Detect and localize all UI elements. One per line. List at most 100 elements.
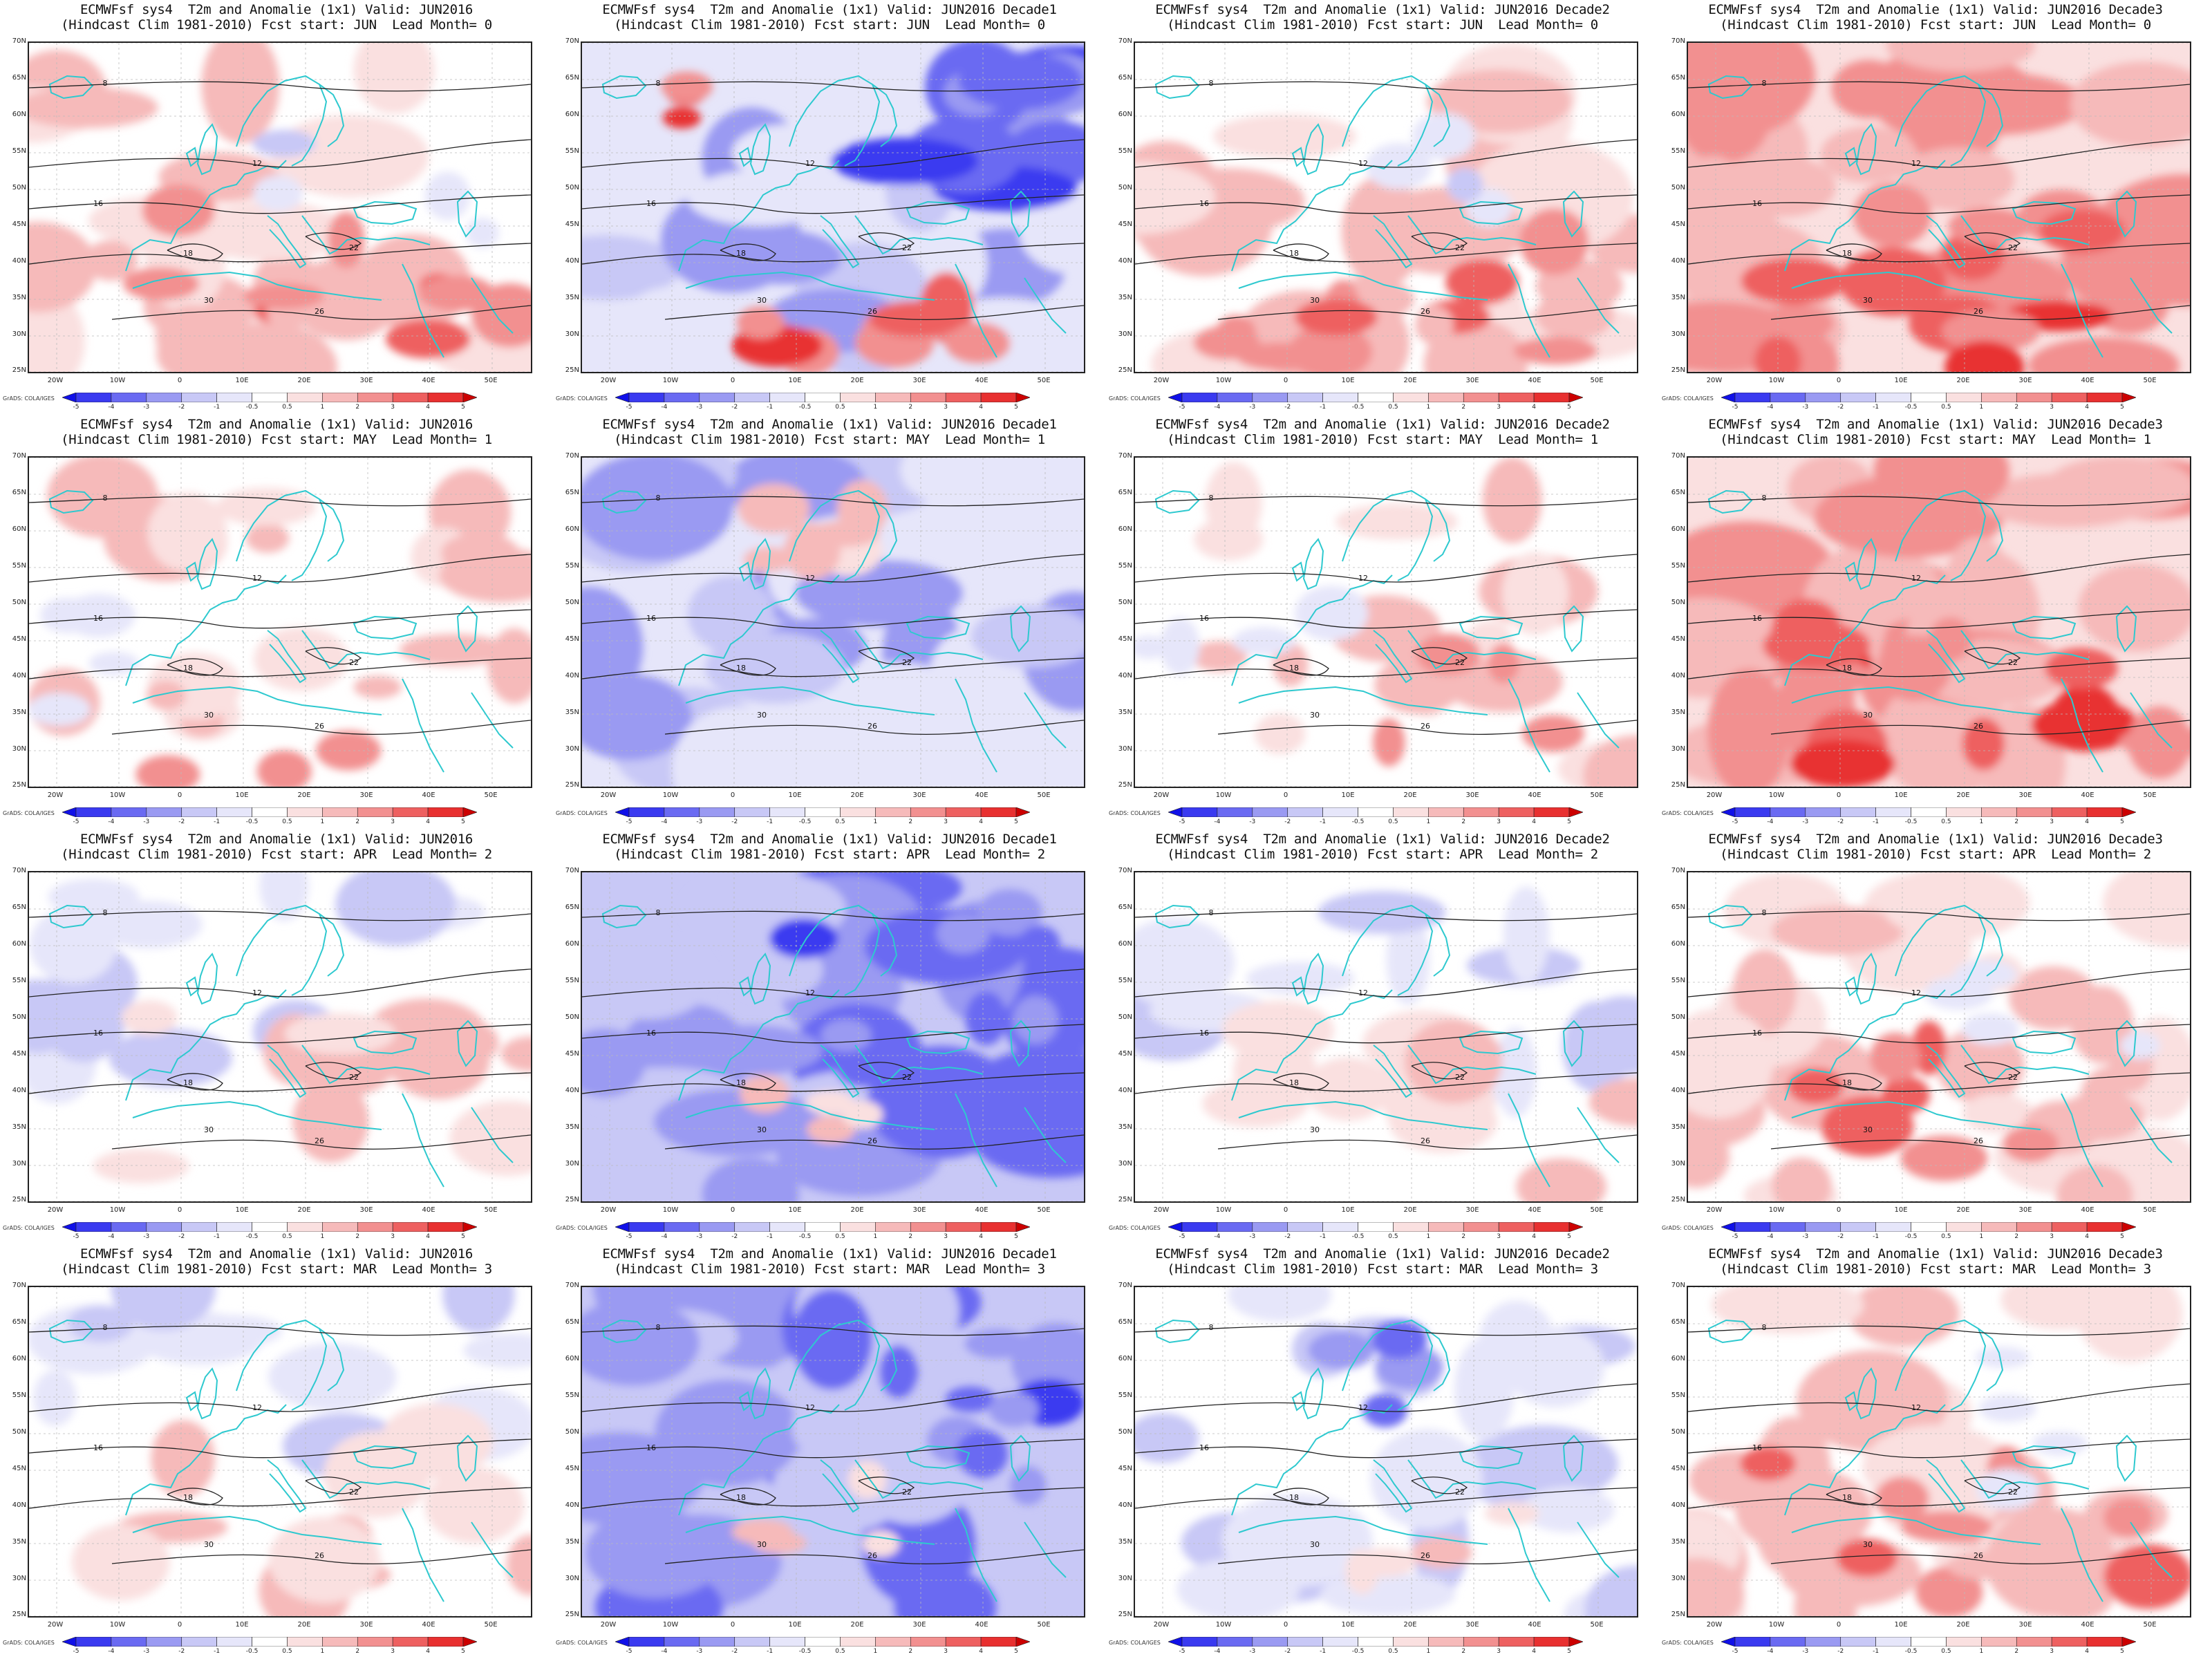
colorbar-tick-label: -2: [731, 818, 738, 825]
longitude-label: 20W: [600, 377, 617, 384]
latitude-label: 40N: [12, 1087, 26, 1094]
latitude-label: 40N: [565, 1501, 579, 1509]
colorbar-tick-label: 1: [1979, 1648, 1984, 1655]
colorbar-tick-label: -4: [1214, 404, 1221, 411]
longitude-label: 10E: [1341, 791, 1355, 799]
colorbar-tick-label: 4: [2085, 1648, 2089, 1655]
svg-text:12: 12: [1911, 1403, 1921, 1412]
colorbar-tick-label: 5: [1567, 404, 1571, 411]
panel-title: ECMWFsf sys4 T2m and Anomalie (1x1) Vali…: [1155, 2, 1610, 17]
latitude-label: 35N: [565, 709, 579, 716]
svg-text:16: 16: [1752, 199, 1762, 208]
svg-text:22: 22: [2008, 658, 2018, 667]
longitude-label: 10E: [235, 1621, 249, 1629]
grads-credit: GrADS: COLA/IGES: [556, 810, 608, 816]
colorbar-tick-label: 1: [320, 1233, 325, 1240]
latitude-label: 65N: [1118, 903, 1132, 911]
latitude-label: 45N: [1118, 1050, 1132, 1058]
colorbar-tick-label: -0.5: [245, 1233, 259, 1240]
latitude-label: 55N: [1118, 1391, 1132, 1399]
panel-title: ECMWFsf sys4 T2m and Anomalie (1x1) Vali…: [79, 2, 474, 17]
anomaly-colorbar: [62, 1222, 477, 1232]
colorbar-tick-label: -3: [696, 818, 703, 825]
colorbar-tick-label: -4: [1767, 404, 1774, 411]
latitude-label: 60N: [12, 525, 26, 533]
latitude-label: 35N: [1671, 709, 1685, 716]
svg-text:12: 12: [1358, 1403, 1368, 1412]
svg-text:16: 16: [93, 199, 103, 208]
colorbar-tick-label: -0.5: [798, 818, 812, 825]
svg-text:26: 26: [1974, 307, 1983, 316]
latitude-label: 25N: [1118, 366, 1132, 374]
svg-text:26: 26: [1421, 307, 1430, 316]
panel-subtitle: (Hindcast Clim 1981-2010) Fcst start: MA…: [61, 1262, 492, 1277]
latitude-label: 35N: [1671, 1123, 1685, 1131]
colorbar-tick-label: -3: [143, 404, 150, 411]
panel-subtitle: (Hindcast Clim 1981-2010) Fcst start: MA…: [614, 432, 1045, 447]
latitude-label: 55N: [12, 1391, 26, 1399]
latitude-label: 30N: [565, 1575, 579, 1582]
latitude-label: 35N: [1118, 709, 1132, 716]
longitude-label: 10W: [109, 1206, 126, 1214]
latitude-label: 40N: [565, 257, 579, 265]
colorbar-tick-label: -4: [1767, 1648, 1774, 1655]
anomaly-colorbar: [1168, 1637, 1583, 1647]
longitude-label: 20E: [297, 377, 311, 384]
longitude-label: 40E: [422, 377, 435, 384]
longitude-label: 20E: [850, 1206, 864, 1214]
colorbar-tick-label: -3: [1249, 818, 1256, 825]
latitude-label: 50N: [1118, 184, 1132, 191]
svg-text:26: 26: [315, 722, 324, 731]
latitude-label: 40N: [1671, 1087, 1685, 1094]
svg-text:16: 16: [93, 1029, 103, 1038]
svg-text:12: 12: [1358, 159, 1368, 168]
longitude-label: 20W: [47, 377, 64, 384]
colorbar-tick-label: -2: [1837, 404, 1844, 411]
panel-subtitle: (Hindcast Clim 1981-2010) Fcst start: MA…: [1167, 432, 1598, 447]
anomaly-map: 8 12 16 18 22 26 30: [1687, 41, 2191, 373]
colorbar-tick-label: -3: [696, 1233, 703, 1240]
colorbar-tick-label: -0.5: [798, 1648, 812, 1655]
svg-text:18: 18: [1842, 664, 1852, 673]
longitude-label: 40E: [2081, 1621, 2094, 1629]
longitude-label: 30E: [359, 1621, 373, 1629]
latitude-label: 35N: [1118, 294, 1132, 301]
anomaly-map-graphic: 8 12 16 18 22 26 30: [1135, 872, 1637, 1201]
longitude-label: 10E: [1341, 1621, 1355, 1629]
forecast-map-panel: ECMWFsf sys4 T2m and Anomalie (1x1) Vali…: [1659, 0, 2212, 415]
latitude-label: 40N: [12, 672, 26, 679]
colorbar-tick-label: -0.5: [1904, 404, 1918, 411]
latitude-label: 60N: [1671, 525, 1685, 533]
colorbar-tick-label: -4: [661, 1648, 668, 1655]
latitude-label: 65N: [565, 74, 579, 82]
colorbar-tick-label: 1: [320, 404, 325, 411]
anomaly-colorbar: [1721, 1222, 2136, 1232]
longitude-label: 10E: [788, 1206, 802, 1214]
longitude-label: 10W: [109, 791, 126, 799]
colorbar-tick-label: -1: [1873, 818, 1880, 825]
colorbar-tick-label: 2: [2014, 1233, 2019, 1240]
colorbar-tick-label: 3: [1497, 1648, 1501, 1655]
longitude-label: 0: [730, 791, 735, 799]
colorbar-tick-label: 5: [1567, 1233, 1571, 1240]
colorbar-tick-label: -1: [767, 404, 774, 411]
colorbar-tick-label: -1: [214, 404, 221, 411]
latitude-label: 25N: [1671, 1611, 1685, 1618]
colorbar-tick-label: -1: [1873, 1648, 1880, 1655]
colorbar-tick-label: 1: [873, 1233, 878, 1240]
colorbar-tick-label: -5: [1179, 404, 1185, 411]
longitude-label: 10E: [788, 1621, 802, 1629]
forecast-map-panel: ECMWFsf sys4 T2m and Anomalie (1x1) Vali…: [0, 415, 553, 830]
latitude-label: 40N: [12, 257, 26, 265]
colorbar-tick-label: 1: [1426, 1233, 1431, 1240]
longitude-label: 20E: [297, 1621, 311, 1629]
colorbar-tick-label: 5: [2120, 818, 2124, 825]
longitude-label: 20E: [1956, 1206, 1970, 1214]
svg-text:22: 22: [1455, 1073, 1465, 1082]
grads-credit: GrADS: COLA/IGES: [1662, 1640, 1714, 1646]
svg-text:8: 8: [1762, 908, 1767, 917]
longitude-label: 50E: [1037, 1206, 1051, 1214]
colorbar-tick-label: -3: [143, 818, 150, 825]
latitude-label: 60N: [565, 525, 579, 533]
latitude-label: 70N: [565, 452, 579, 460]
